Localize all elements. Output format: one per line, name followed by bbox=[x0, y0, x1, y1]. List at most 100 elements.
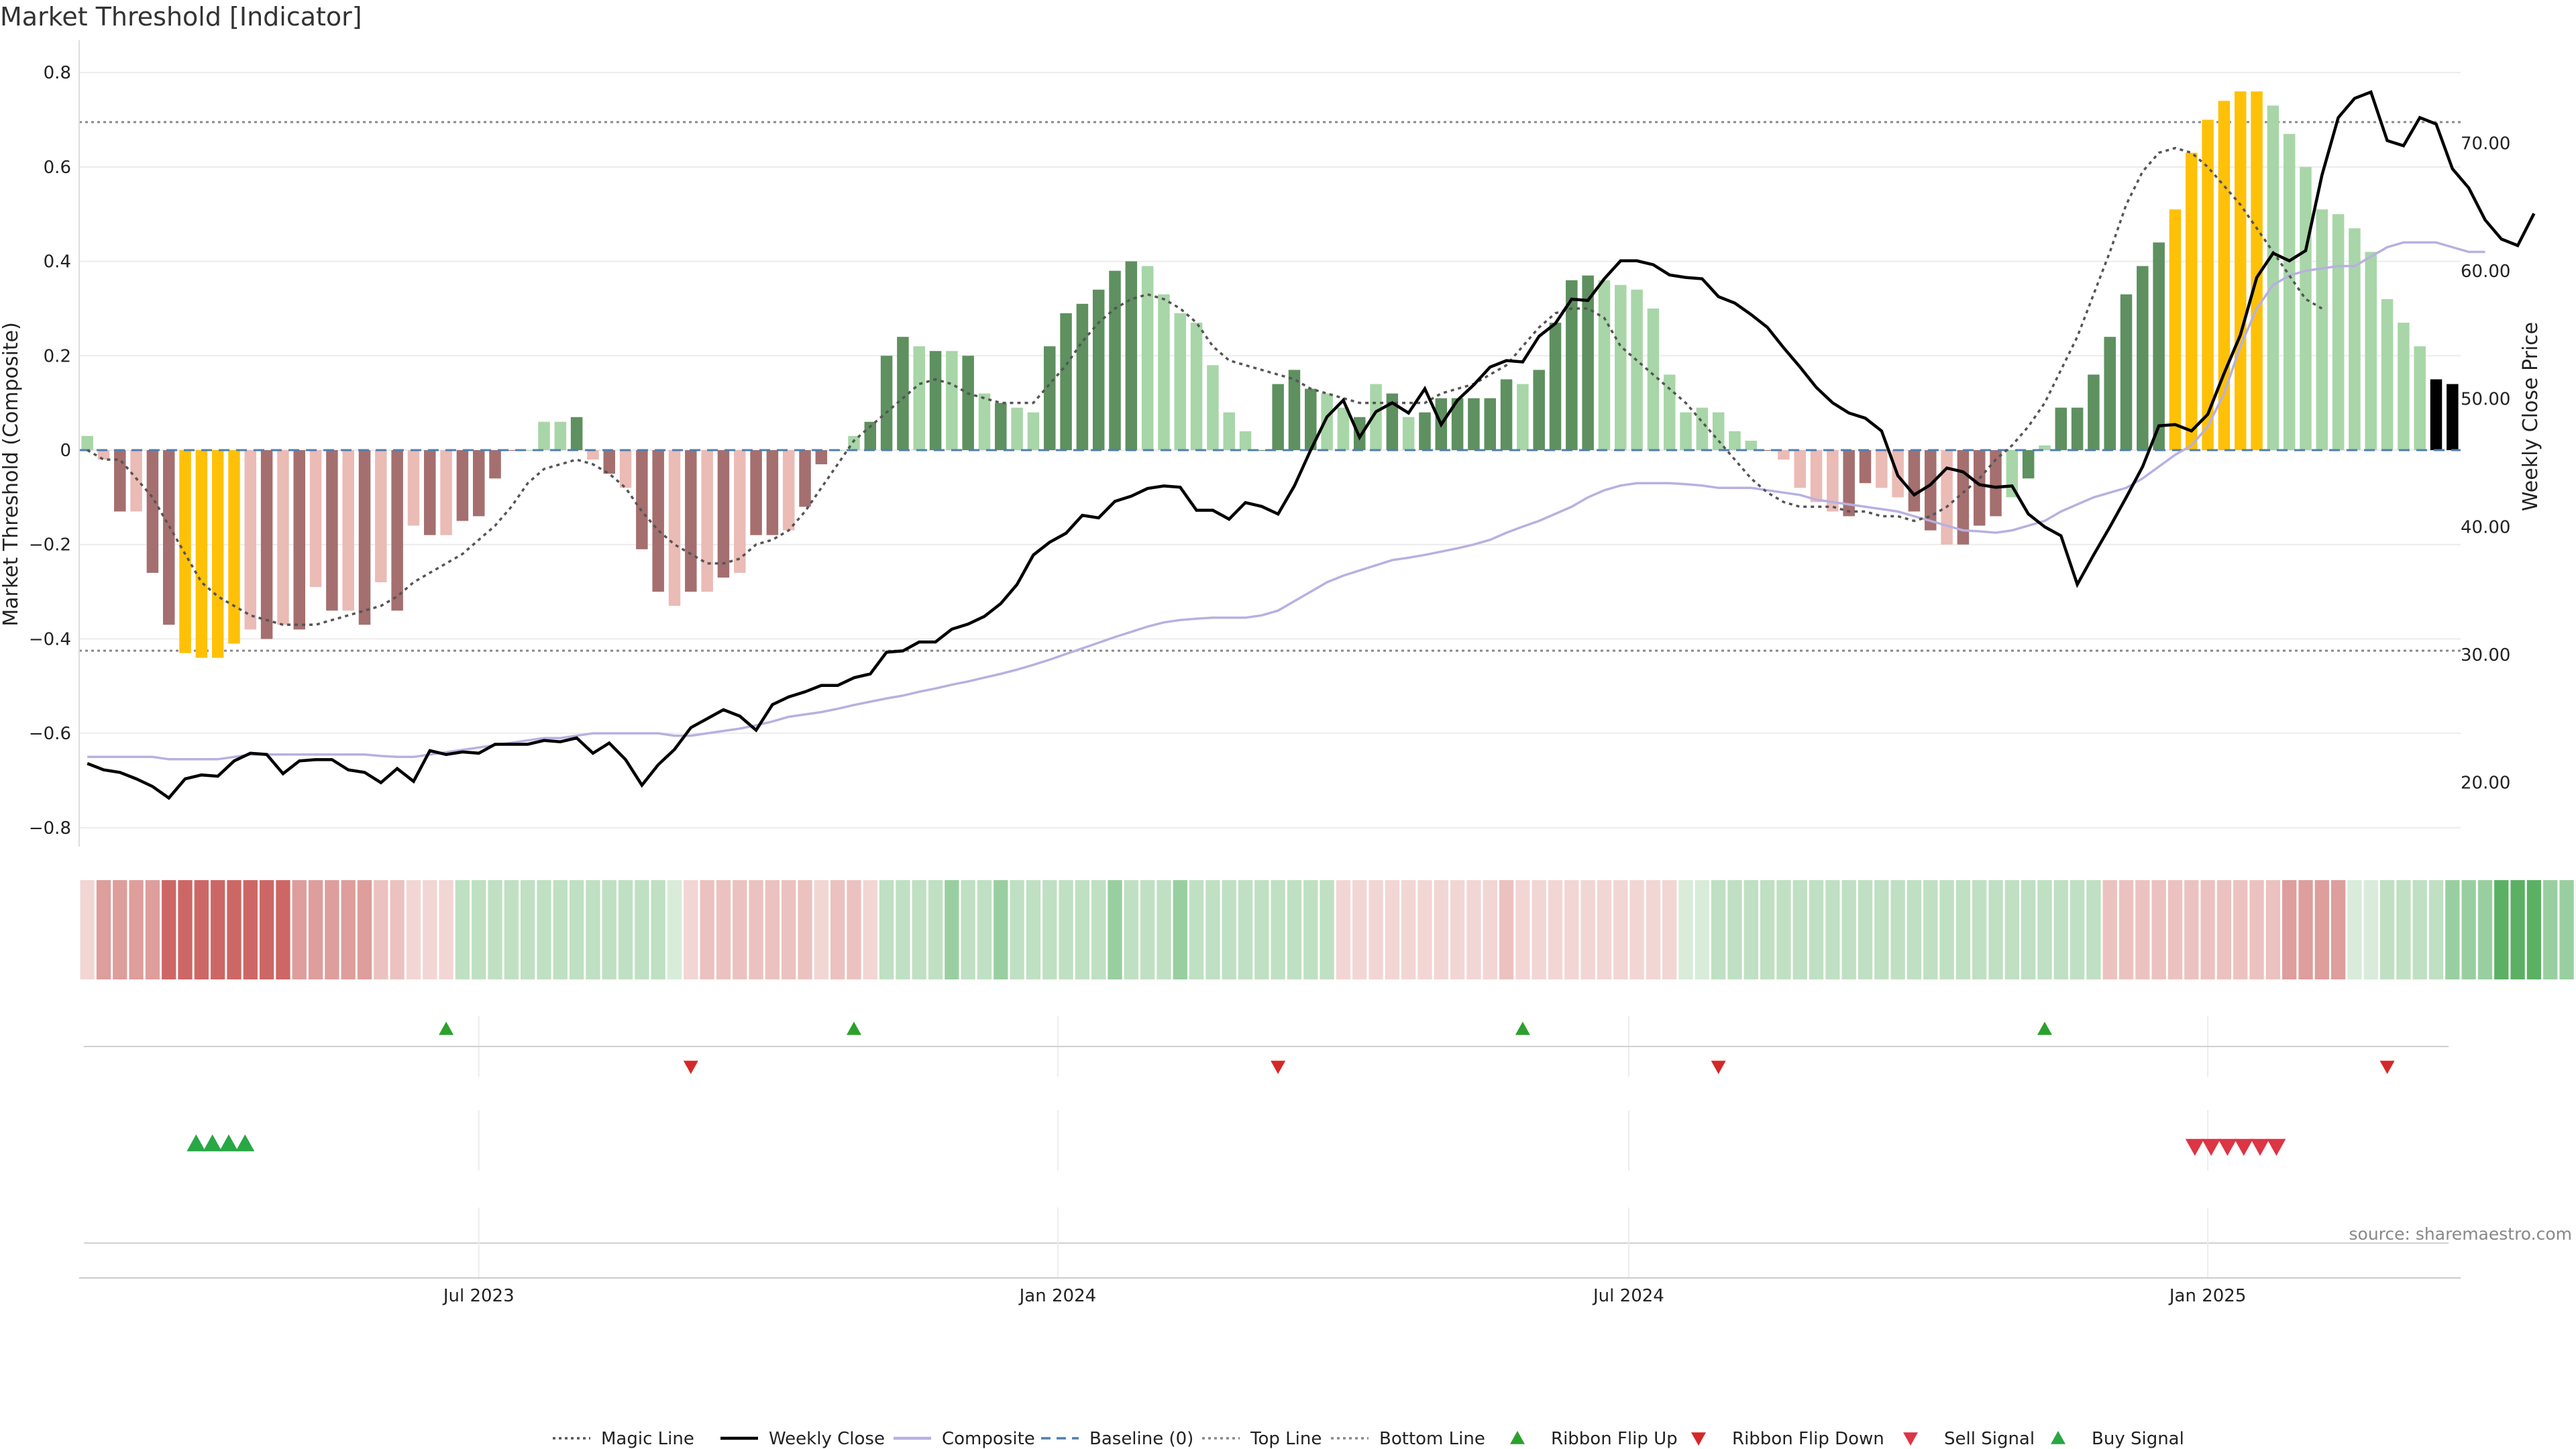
composite-bar bbox=[97, 450, 110, 460]
ribbon-cell bbox=[1825, 880, 1840, 979]
ribbon-cell bbox=[847, 880, 861, 979]
ribbon-cell bbox=[977, 880, 992, 979]
ribbon-panel bbox=[80, 880, 2576, 979]
composite-bar bbox=[472, 450, 485, 517]
composite-bar bbox=[2218, 101, 2231, 450]
composite-bar bbox=[538, 421, 550, 450]
composite-bar bbox=[2414, 346, 2426, 450]
legend-item: Weekly Close bbox=[720, 1429, 885, 1449]
composite-bar bbox=[1500, 379, 1513, 450]
ribbon-cell bbox=[2363, 880, 2378, 979]
legend-item: Bottom Line bbox=[1331, 1429, 1485, 1449]
composite-bar bbox=[701, 450, 713, 592]
ribbon-cell bbox=[2510, 880, 2525, 979]
axes: 0.8 0.6 0.4 0.2 0 −0.2 −0.4 −0.6 −0.8 70.00 60.00 5… bbox=[0, 40, 2542, 847]
ribbon-cell bbox=[1792, 880, 1807, 979]
ribbon-cell bbox=[1042, 880, 1057, 979]
legend-label: Weekly Close bbox=[769, 1429, 885, 1449]
ribbon-cell bbox=[1271, 880, 1285, 979]
composite-bar bbox=[1092, 289, 1105, 450]
composite-bar bbox=[1060, 313, 1072, 450]
ribbon-cell bbox=[1026, 880, 1041, 979]
ribbon-cell bbox=[1580, 880, 1595, 979]
ribbon-cell bbox=[2559, 880, 2574, 979]
composite-bar bbox=[407, 450, 420, 526]
ribbon-cell bbox=[2200, 880, 2215, 979]
series-lines bbox=[79, 90, 2536, 800]
ribbon-cell bbox=[798, 880, 812, 979]
ribbon-cell bbox=[113, 880, 127, 979]
ribbon-flip-down-marker bbox=[1711, 1061, 1726, 1074]
composite-bar bbox=[1256, 450, 1268, 451]
ribbon-cell bbox=[1776, 880, 1791, 979]
ribbon-cell bbox=[2102, 880, 2117, 979]
ribbon-cell bbox=[374, 880, 388, 979]
ribbon-flip-up-marker bbox=[1515, 1022, 1530, 1035]
ribbon-cell bbox=[1499, 880, 1514, 979]
ribbon-cell bbox=[504, 880, 519, 979]
ribbon-flip-down-marker bbox=[1271, 1061, 1286, 1074]
composite-bar bbox=[1125, 261, 1138, 450]
ribbon-cell bbox=[194, 880, 209, 979]
composite-bar bbox=[2283, 133, 2296, 450]
legend-marker-triangle-up bbox=[2051, 1431, 2065, 1444]
ribbon-cell bbox=[276, 880, 290, 979]
composite-bar bbox=[734, 450, 746, 573]
ribbon-cell bbox=[472, 880, 486, 979]
ribbon-cell bbox=[455, 880, 470, 979]
ribbon-cell bbox=[2216, 880, 2232, 979]
composite-bar bbox=[554, 421, 567, 450]
composite-bar bbox=[1549, 323, 1562, 450]
ribbon-cell bbox=[1320, 880, 1334, 979]
ribbon-cell bbox=[2445, 880, 2460, 979]
composite-bar bbox=[864, 421, 877, 450]
y-left-tick-label: 0.2 bbox=[44, 346, 71, 366]
ribbon-cell bbox=[896, 880, 910, 979]
composite-bar bbox=[195, 450, 208, 658]
y-right-tick-label: 50.00 bbox=[2461, 390, 2510, 410]
ribbon-cell bbox=[2396, 880, 2411, 979]
composite-bar bbox=[424, 450, 436, 535]
ribbon-cell bbox=[945, 880, 959, 979]
ribbon-cell bbox=[2282, 880, 2297, 979]
ribbon-cell bbox=[1646, 880, 1661, 979]
ribbon-cell bbox=[1254, 880, 1269, 979]
composite-bar bbox=[1288, 370, 1301, 450]
ribbon-cell bbox=[1809, 880, 1824, 979]
ribbon-cell bbox=[1532, 880, 1546, 979]
ribbon-cell bbox=[1923, 880, 1938, 979]
composite-bar bbox=[2055, 407, 2068, 450]
composite-bar bbox=[1027, 412, 1040, 450]
ribbon-cell bbox=[863, 880, 877, 979]
ribbon-cell bbox=[2330, 880, 2346, 979]
ribbon-cell bbox=[569, 880, 584, 979]
ribbon-cell bbox=[243, 880, 258, 979]
ribbon-cell bbox=[1173, 880, 1187, 979]
ribbon-cell bbox=[1890, 880, 1905, 979]
composite-bar bbox=[211, 450, 224, 658]
ribbon-cell bbox=[488, 880, 502, 979]
composite-bar bbox=[2251, 91, 2263, 451]
magic-line bbox=[87, 146, 2323, 627]
ribbon-cell bbox=[1972, 880, 1987, 979]
ribbon-cell bbox=[2167, 880, 2183, 979]
source-note: source: sharemaestro.com bbox=[2349, 1224, 2573, 1244]
ribbon-cell bbox=[814, 880, 828, 979]
x-tick-label: Jul 2023 bbox=[442, 1286, 515, 1306]
ribbon-cell bbox=[2265, 880, 2281, 979]
composite-bar bbox=[636, 450, 648, 549]
ribbon-cell bbox=[1564, 880, 1579, 979]
composite-bar bbox=[2381, 299, 2394, 450]
ribbon-cell bbox=[2233, 880, 2248, 979]
composite-bar bbox=[2316, 209, 2328, 450]
composite-bar bbox=[978, 393, 991, 450]
composite-bar bbox=[1141, 266, 1154, 450]
ribbon-cell bbox=[635, 880, 649, 979]
legend-label: Baseline (0) bbox=[1089, 1429, 1193, 1449]
ribbon-cell bbox=[830, 880, 845, 979]
ribbon-cell bbox=[765, 880, 780, 979]
y-right-axis-label: Weekly Close Price bbox=[2519, 322, 2542, 511]
composite-bar bbox=[799, 450, 811, 507]
composite-bar bbox=[1533, 370, 1545, 450]
